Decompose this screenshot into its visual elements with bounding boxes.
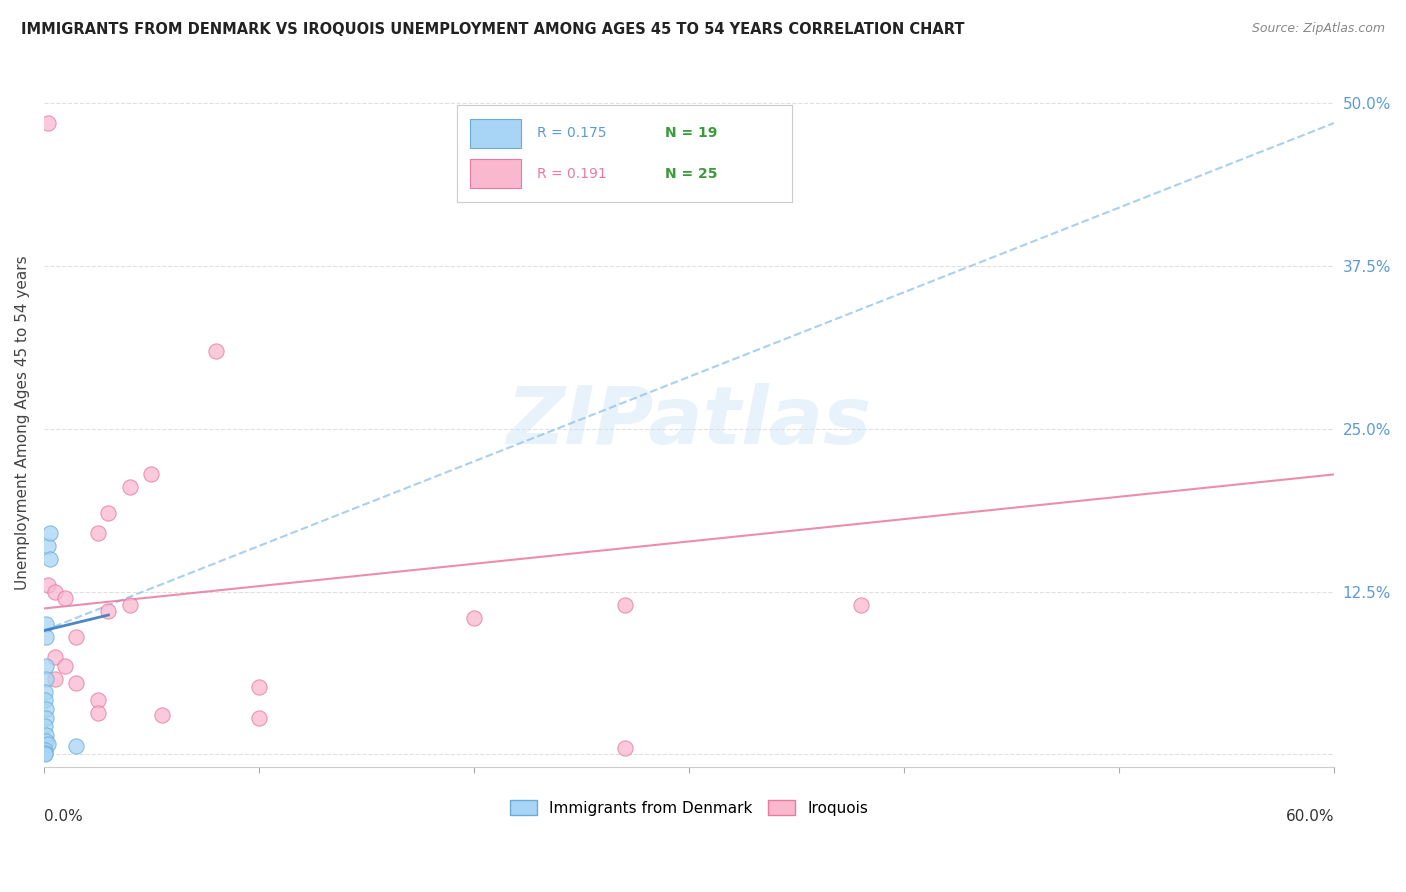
- Text: IMMIGRANTS FROM DENMARK VS IROQUOIS UNEMPLOYMENT AMONG AGES 45 TO 54 YEARS CORRE: IMMIGRANTS FROM DENMARK VS IROQUOIS UNEM…: [21, 22, 965, 37]
- Point: [34, 685, 56, 699]
- Point: [849, 598, 872, 612]
- Point: [65, 675, 87, 690]
- Text: ZIPatlas: ZIPatlas: [506, 384, 872, 461]
- Point: [86, 706, 108, 720]
- Point: [118, 480, 141, 494]
- Point: [150, 708, 173, 723]
- Point: [34, 743, 56, 757]
- Text: 0.0%: 0.0%: [44, 809, 83, 823]
- Point: [141, 467, 163, 482]
- Text: Source: ZipAtlas.com: Source: ZipAtlas.com: [1251, 22, 1385, 36]
- Text: 60.0%: 60.0%: [1285, 809, 1334, 823]
- Point: [35, 702, 58, 716]
- Point: [97, 604, 120, 618]
- Point: [205, 343, 228, 358]
- Point: [613, 598, 636, 612]
- Point: [37, 737, 59, 751]
- Point: [35, 672, 58, 686]
- Point: [55, 658, 77, 673]
- Point: [44, 672, 66, 686]
- Point: [35, 658, 58, 673]
- Point: [34, 747, 56, 762]
- Point: [55, 591, 77, 605]
- Point: [65, 739, 87, 754]
- Legend: Immigrants from Denmark, Iroquois: Immigrants from Denmark, Iroquois: [503, 794, 875, 822]
- Point: [37, 116, 59, 130]
- Point: [37, 539, 59, 553]
- Point: [463, 610, 485, 624]
- Point: [35, 728, 58, 742]
- Point: [613, 740, 636, 755]
- Point: [44, 649, 66, 664]
- Point: [86, 692, 108, 706]
- Point: [34, 746, 56, 760]
- Point: [35, 617, 58, 632]
- Point: [37, 578, 59, 592]
- Y-axis label: Unemployment Among Ages 45 to 54 years: Unemployment Among Ages 45 to 54 years: [15, 255, 30, 590]
- Point: [44, 584, 66, 599]
- Point: [35, 630, 58, 644]
- Point: [34, 718, 56, 732]
- Point: [247, 711, 270, 725]
- Point: [35, 734, 58, 748]
- Point: [118, 598, 141, 612]
- Point: [97, 507, 120, 521]
- Point: [39, 526, 62, 541]
- Point: [35, 711, 58, 725]
- Point: [39, 552, 62, 566]
- Point: [86, 526, 108, 541]
- Point: [65, 630, 87, 644]
- Point: [247, 680, 270, 694]
- Point: [34, 692, 56, 706]
